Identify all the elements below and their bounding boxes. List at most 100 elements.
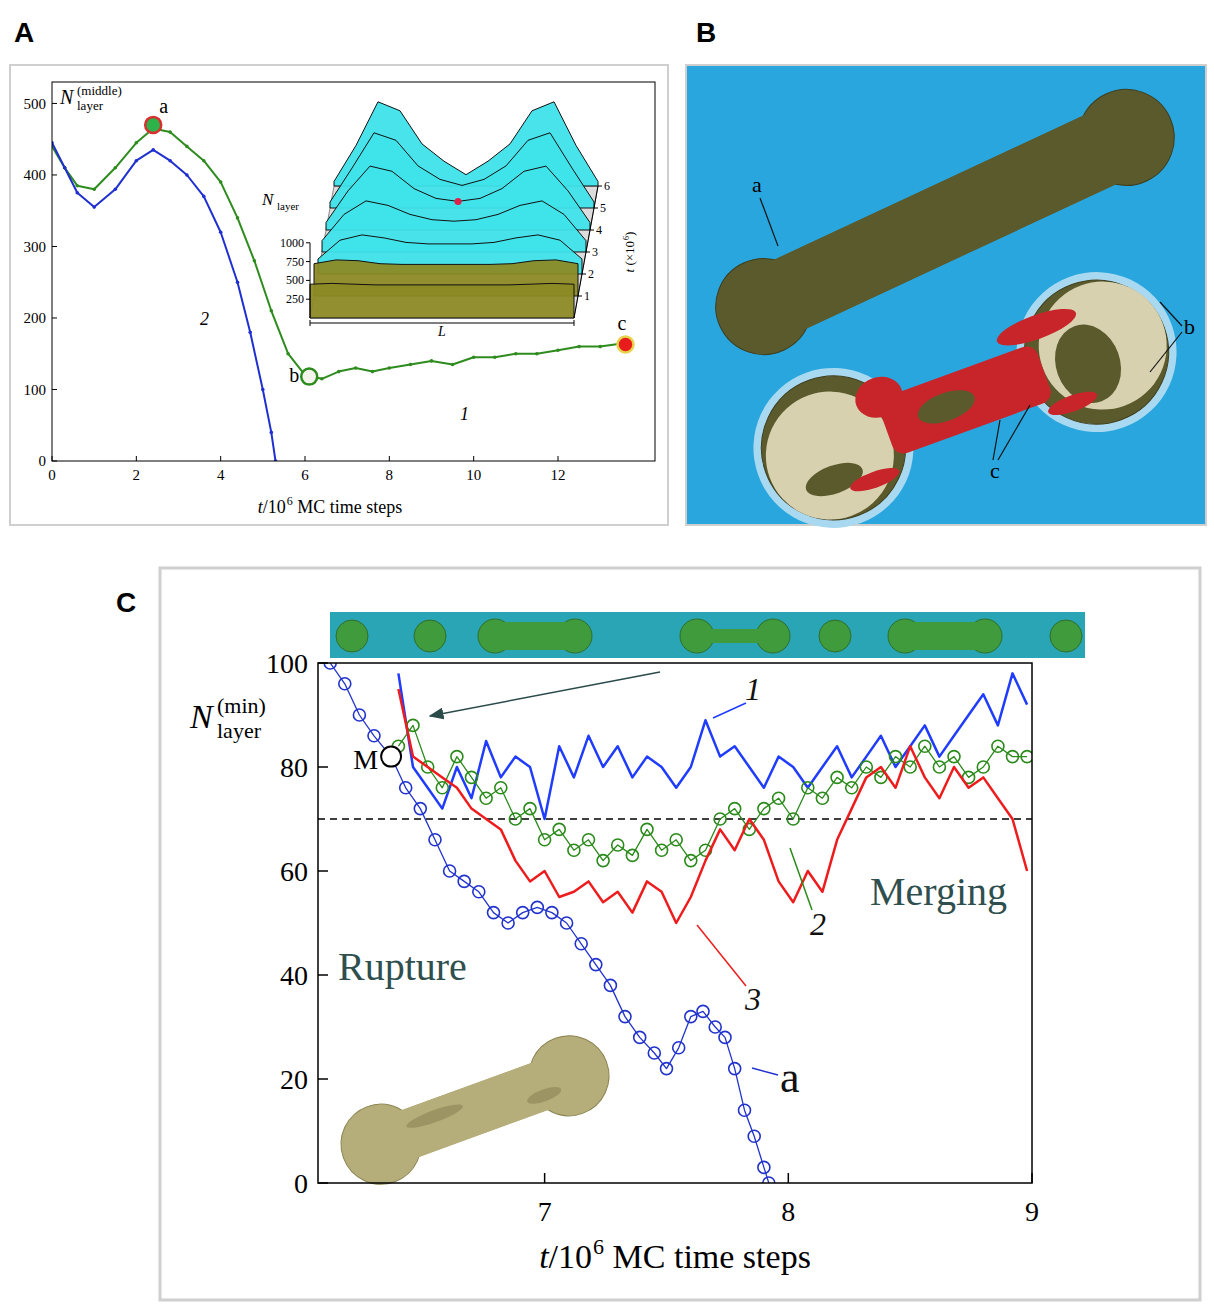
x-tick	[558, 456, 559, 461]
series-marker	[63, 166, 67, 170]
x-tick	[136, 456, 137, 461]
x-tick-label: 12	[551, 467, 566, 483]
y-tick	[318, 974, 328, 976]
inset-t-axis	[574, 186, 598, 318]
y-tick-label: 500	[24, 96, 47, 112]
series-marker	[400, 782, 412, 794]
x-tick	[220, 456, 221, 461]
surface-patch	[1021, 264, 1185, 428]
surface-patch	[913, 383, 979, 430]
series-marker	[590, 959, 602, 971]
rich-label: t/106 MC time steps	[539, 1234, 811, 1275]
x-tick-label: 7	[538, 1196, 552, 1227]
series-marker	[371, 370, 375, 374]
y-tick-label: 300	[24, 239, 47, 255]
y-tick	[318, 1078, 328, 1080]
snapshot-sphere	[1050, 620, 1082, 652]
label-text: t/10	[539, 1238, 592, 1275]
series-marker	[673, 1042, 685, 1054]
plot-data	[52, 117, 633, 461]
inset-t-tick-label: 5	[600, 201, 606, 215]
series-marker	[619, 1011, 631, 1023]
state-point	[145, 117, 161, 133]
series-marker	[202, 159, 206, 163]
series-marker	[219, 230, 223, 234]
surface-patch	[1045, 387, 1099, 420]
series-marker	[604, 979, 616, 991]
label-sup: 6	[593, 1234, 604, 1259]
dumbbell-body	[741, 260, 1189, 540]
shape-neck-top	[495, 622, 575, 650]
series-marker	[977, 761, 989, 773]
series-marker	[763, 1177, 775, 1183]
shape-neck	[905, 622, 985, 650]
series-label: 1	[460, 404, 469, 424]
series-marker	[561, 917, 573, 929]
series-marker	[414, 803, 426, 815]
x-tick	[788, 1173, 790, 1183]
leader-line	[790, 848, 812, 910]
shape-neck-top	[697, 629, 773, 643]
series-label: 2	[810, 906, 826, 942]
rich-label: t/106 MC time steps	[258, 494, 403, 517]
image-label: b	[1184, 314, 1195, 339]
series-marker	[337, 370, 341, 374]
inset-t-tick-label: 3	[592, 245, 598, 259]
inset-l-label: L	[437, 324, 446, 339]
series-marker	[185, 145, 189, 149]
panel-a: 2505007501000123456LNlayert (×106)abc120…	[24, 82, 656, 517]
surface-patch	[993, 302, 1080, 353]
x-tick-label: 2	[133, 467, 141, 483]
series-marker	[709, 1021, 721, 1033]
series-marker	[466, 771, 478, 783]
series-marker	[135, 141, 139, 145]
inset-profile	[310, 283, 574, 318]
series-marker	[1021, 751, 1032, 763]
series-marker	[612, 839, 624, 851]
series-marker	[502, 917, 514, 929]
arrow	[430, 672, 660, 716]
leader-line	[1160, 302, 1182, 326]
inset-z-tick	[306, 242, 310, 243]
shape-neck	[495, 622, 575, 650]
surface-patch	[848, 463, 902, 496]
surface-patch	[849, 370, 908, 424]
series-marker	[451, 751, 463, 763]
inset-l-end	[310, 320, 311, 326]
state-point	[381, 747, 401, 767]
series-line	[52, 143, 276, 461]
series-marker	[904, 761, 916, 773]
series-marker	[509, 813, 521, 825]
y-tick-label: 20	[280, 1064, 308, 1095]
label-rest: /10	[263, 497, 286, 517]
axis-title: Nlayer(min)	[189, 693, 266, 744]
series-marker	[568, 844, 580, 856]
series-marker	[480, 792, 492, 804]
series-marker	[860, 761, 872, 773]
series-marker	[339, 678, 351, 690]
series-marker	[577, 345, 581, 349]
axis-title-sup: (middle)	[77, 83, 122, 98]
label-text: t/10	[258, 497, 286, 517]
y-tick-label: 40	[280, 960, 308, 991]
series-marker	[831, 771, 843, 783]
strip-background	[330, 612, 1085, 658]
series-marker	[787, 813, 799, 825]
inset-t-tick-label: 6	[604, 179, 610, 193]
snapshot-dumbbell	[680, 619, 790, 653]
series-marker	[458, 875, 470, 887]
label-rest: (×10	[622, 241, 637, 269]
series-marker	[641, 823, 653, 835]
series-marker	[729, 803, 741, 815]
rich-label: t (×106)	[622, 232, 637, 273]
series-marker	[597, 855, 609, 867]
series-marker	[407, 719, 419, 731]
series-marker	[286, 352, 290, 356]
series-marker	[219, 180, 223, 184]
series-marker	[670, 834, 682, 846]
series-marker	[546, 907, 558, 919]
panel-c: M123aRuptureMerging789020406080100Nlayer…	[189, 612, 1085, 1275]
snapshot-sphere	[819, 620, 851, 652]
axis-title-sub: layer	[77, 98, 104, 113]
leader-line	[752, 1068, 778, 1075]
